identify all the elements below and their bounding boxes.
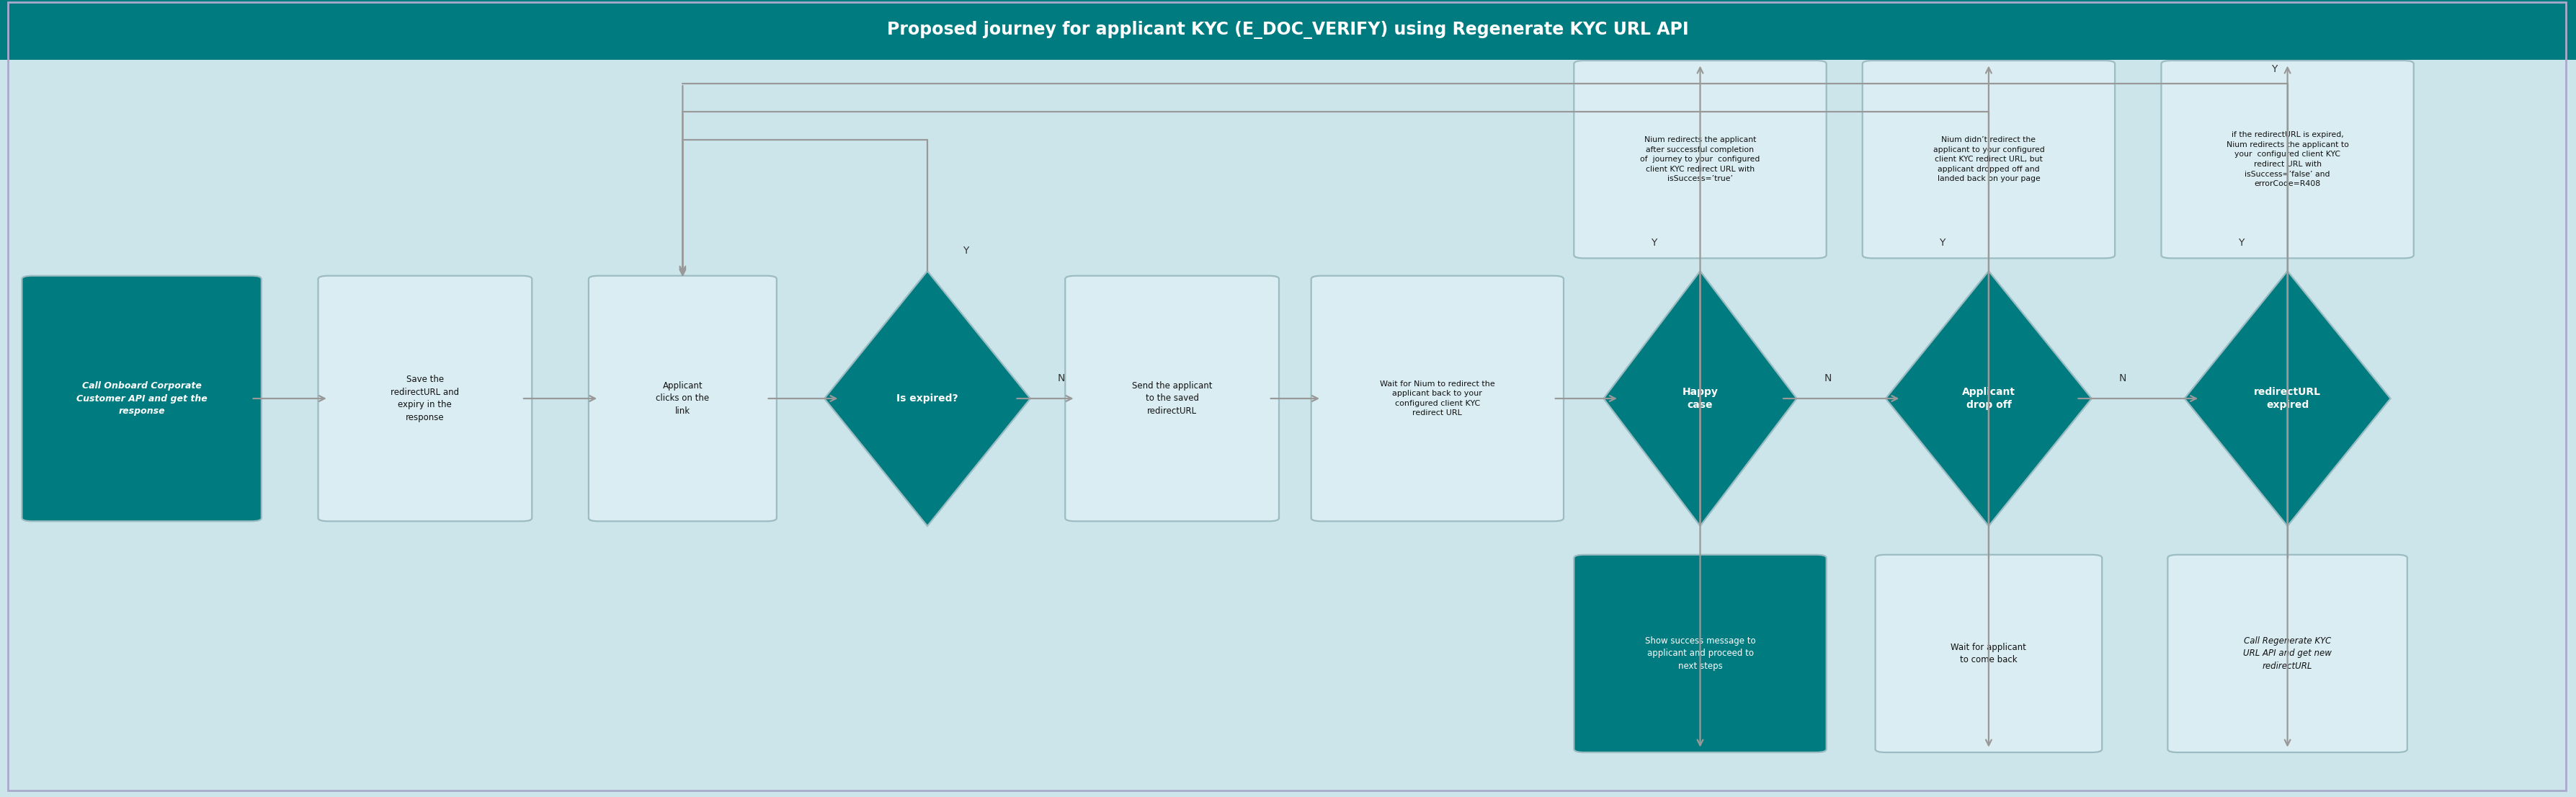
FancyBboxPatch shape [2169, 555, 2406, 752]
Polygon shape [1602, 271, 1798, 526]
Text: Wait for Nium to redirect the
applicant back to your
configured client KYC
redir: Wait for Nium to redirect the applicant … [1381, 380, 1494, 417]
Text: Applicant
clicks on the
link: Applicant clicks on the link [657, 381, 708, 416]
FancyBboxPatch shape [1875, 555, 2102, 752]
Text: N: N [1824, 374, 1832, 383]
Text: Happy
case: Happy case [1682, 387, 1718, 410]
Polygon shape [824, 271, 1030, 526]
FancyBboxPatch shape [2161, 61, 2414, 258]
Text: Wait for applicant
to come back: Wait for applicant to come back [1950, 642, 2027, 665]
FancyBboxPatch shape [1574, 555, 1826, 752]
Text: Nium didn’t redirect the
applicant to your configured
client KYC redirect URL, b: Nium didn’t redirect the applicant to yo… [1932, 136, 2045, 183]
Polygon shape [2184, 271, 2391, 526]
Text: Applicant
drop off: Applicant drop off [1963, 387, 2014, 410]
FancyBboxPatch shape [21, 276, 263, 521]
Text: Y: Y [1940, 238, 1945, 248]
FancyBboxPatch shape [0, 0, 2576, 60]
Text: Call Regenerate KYC
URL API and get new
redirectURL: Call Regenerate KYC URL API and get new … [2244, 636, 2331, 671]
Text: redirectURL
expired: redirectURL expired [2254, 387, 2321, 410]
FancyBboxPatch shape [319, 276, 531, 521]
Text: Y: Y [1651, 238, 1656, 248]
Text: Is expired?: Is expired? [896, 394, 958, 403]
Text: Nium redirects the applicant
after successful completion
of  journey to your  co: Nium redirects the applicant after succe… [1641, 136, 1759, 183]
FancyBboxPatch shape [1862, 61, 2115, 258]
FancyBboxPatch shape [1574, 61, 1826, 258]
FancyBboxPatch shape [587, 276, 778, 521]
FancyBboxPatch shape [1311, 276, 1564, 521]
Text: Proposed journey for applicant KYC (E_DOC_VERIFY) using Regenerate KYC URL API: Proposed journey for applicant KYC (E_DO… [886, 21, 1690, 39]
FancyBboxPatch shape [1066, 276, 1280, 521]
Polygon shape [1886, 271, 2092, 526]
Text: if the redirectURL is expired,
Nium redirects the applicant to
your  configured : if the redirectURL is expired, Nium redi… [2226, 132, 2349, 187]
Text: Send the applicant
to the saved
redirectURL: Send the applicant to the saved redirect… [1131, 381, 1213, 416]
Text: Y: Y [963, 246, 969, 256]
Text: N: N [1059, 374, 1064, 383]
Text: Save the
redirectURL and
expiry in the
response: Save the redirectURL and expiry in the r… [392, 375, 459, 422]
Text: Show success message to
applicant and proceed to
next steps: Show success message to applicant and pr… [1646, 636, 1754, 671]
Text: Y: Y [2239, 238, 2244, 248]
Text: Y: Y [2272, 65, 2277, 74]
Text: N: N [2120, 374, 2125, 383]
Text: Call Onboard Corporate
Customer API and get the
response: Call Onboard Corporate Customer API and … [77, 381, 206, 416]
